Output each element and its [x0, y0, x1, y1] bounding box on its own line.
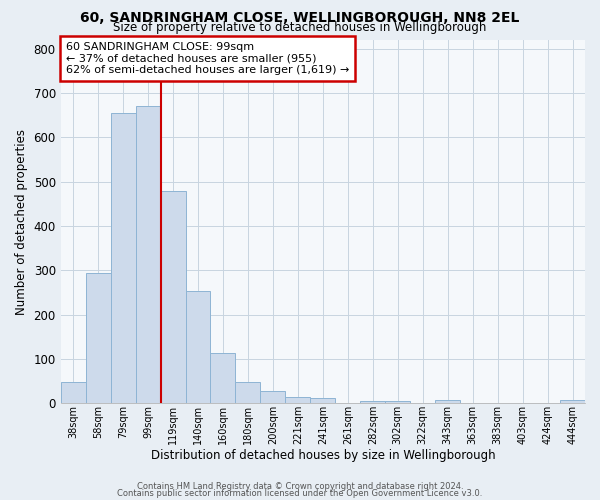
Bar — [235, 382, 260, 403]
Bar — [86, 274, 110, 403]
Bar — [310, 398, 335, 403]
Bar — [435, 400, 460, 403]
Bar — [161, 192, 185, 403]
Bar — [286, 397, 310, 403]
Text: 60, SANDRINGHAM CLOSE, WELLINGBOROUGH, NN8 2EL: 60, SANDRINGHAM CLOSE, WELLINGBOROUGH, N… — [80, 11, 520, 25]
Bar — [136, 106, 161, 403]
Y-axis label: Number of detached properties: Number of detached properties — [15, 128, 28, 314]
Bar — [211, 353, 235, 403]
Bar — [260, 391, 286, 403]
Bar — [61, 382, 86, 403]
Bar — [385, 402, 410, 403]
Bar — [560, 400, 585, 403]
Bar — [360, 402, 385, 403]
Bar — [185, 291, 211, 403]
Text: Size of property relative to detached houses in Wellingborough: Size of property relative to detached ho… — [113, 21, 487, 34]
X-axis label: Distribution of detached houses by size in Wellingborough: Distribution of detached houses by size … — [151, 450, 495, 462]
Bar — [110, 113, 136, 403]
Text: 60 SANDRINGHAM CLOSE: 99sqm
← 37% of detached houses are smaller (955)
62% of se: 60 SANDRINGHAM CLOSE: 99sqm ← 37% of det… — [66, 42, 349, 75]
Text: Contains public sector information licensed under the Open Government Licence v3: Contains public sector information licen… — [118, 489, 482, 498]
Text: Contains HM Land Registry data © Crown copyright and database right 2024.: Contains HM Land Registry data © Crown c… — [137, 482, 463, 491]
